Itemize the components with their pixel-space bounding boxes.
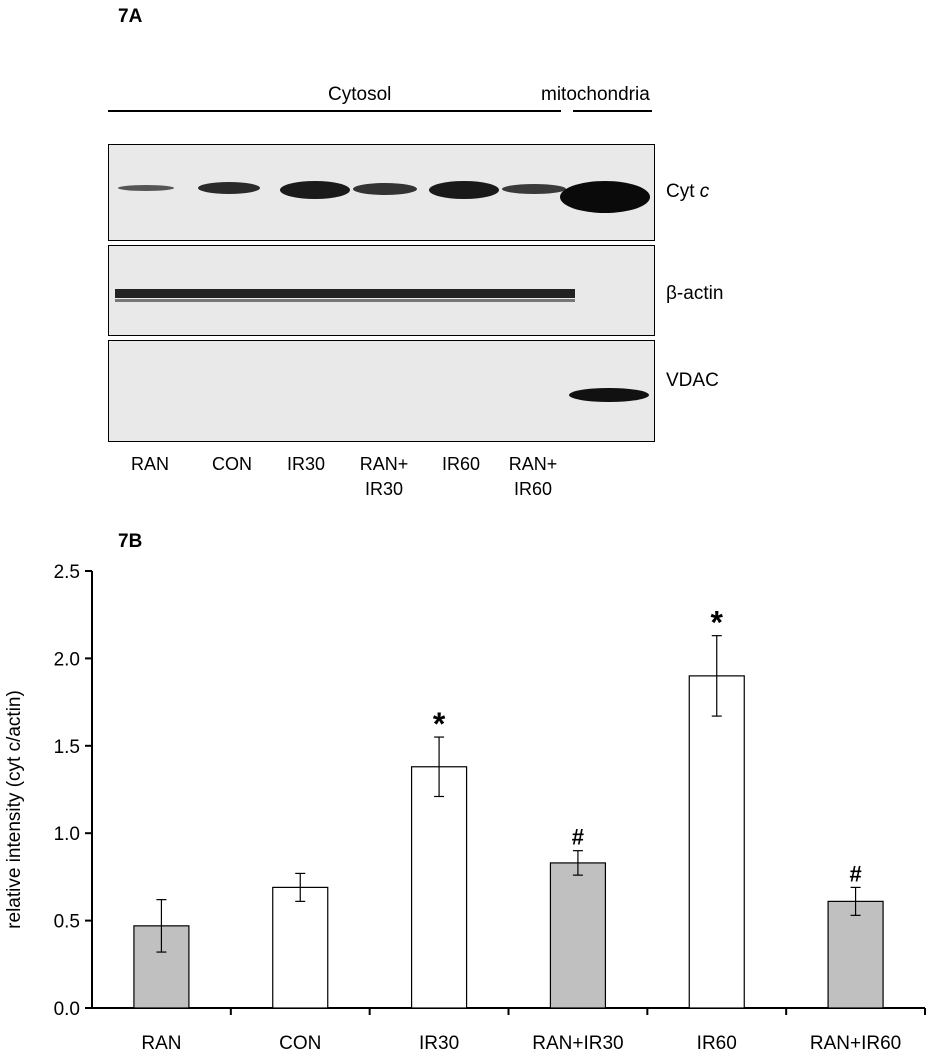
label-cytc: Cyt c [666, 181, 709, 203]
y-axis-title: relative intensity (cyt c/actin) [4, 690, 25, 929]
bar-ir60 [688, 675, 745, 1009]
y-tick-label: 2.5 [54, 562, 80, 583]
blot-vdac [108, 340, 655, 442]
cytc-italic: c [699, 181, 710, 202]
bar-chart: 0.0 0.5 1.0 1.5 2.0 2.5 relative intensity (cy… [4, 562, 926, 1050]
x-tick-label: IR60 [697, 1033, 737, 1050]
lane-label-1: RAN [130, 454, 169, 474]
bar-ran-ir60 [827, 900, 884, 1009]
label-vdac: VDAC [666, 370, 719, 391]
y-tick-label: 1.5 [54, 737, 80, 758]
y-tick-label: 0.5 [54, 912, 80, 933]
cytosol-header: Cytosol [328, 84, 392, 105]
significance-marker: * [711, 605, 724, 641]
x-tick-label: CON [279, 1033, 321, 1050]
blot-beta-actin [108, 245, 655, 336]
vdac-bands [569, 388, 649, 402]
x-tick-label: RAN+IR60 [810, 1033, 901, 1050]
blot-cytc [108, 144, 655, 241]
actin-bands [115, 289, 575, 302]
mitochondria-line [573, 110, 652, 112]
lane-label-3: IR30 [286, 454, 326, 474]
significance-marker: # [849, 861, 861, 886]
x-tick-label: RAN [141, 1033, 181, 1050]
lane-label-6: RAN+ IR60 [508, 454, 558, 499]
cytc-prefix: Cyt [666, 181, 700, 202]
y-tick-label: 2.0 [54, 649, 80, 670]
cytosol-line [108, 110, 561, 112]
lane-label-5: IR60 [441, 454, 481, 474]
significance-marker: # [572, 825, 584, 850]
lane-label-2: CON [212, 454, 252, 474]
lane-label-4: RAN+ IR30 [359, 454, 409, 499]
label-beta-actin: β-actin [666, 283, 724, 304]
x-tick-label: RAN+IR30 [532, 1033, 623, 1050]
panel-b-label: 7B [118, 531, 143, 552]
bar-ir30 [410, 766, 468, 1009]
mitochondria-header: mitochondria [541, 84, 650, 105]
cytc-bands [118, 181, 650, 213]
y-tick-label: 1.0 [54, 824, 80, 845]
bar-con [272, 886, 329, 1009]
x-tick-label: IR30 [419, 1033, 459, 1050]
significance-marker: * [433, 706, 446, 742]
panel-a-label: 7A [118, 6, 143, 27]
bar-ran-ir30 [549, 862, 607, 1009]
y-tick-label: 0.0 [54, 999, 80, 1020]
